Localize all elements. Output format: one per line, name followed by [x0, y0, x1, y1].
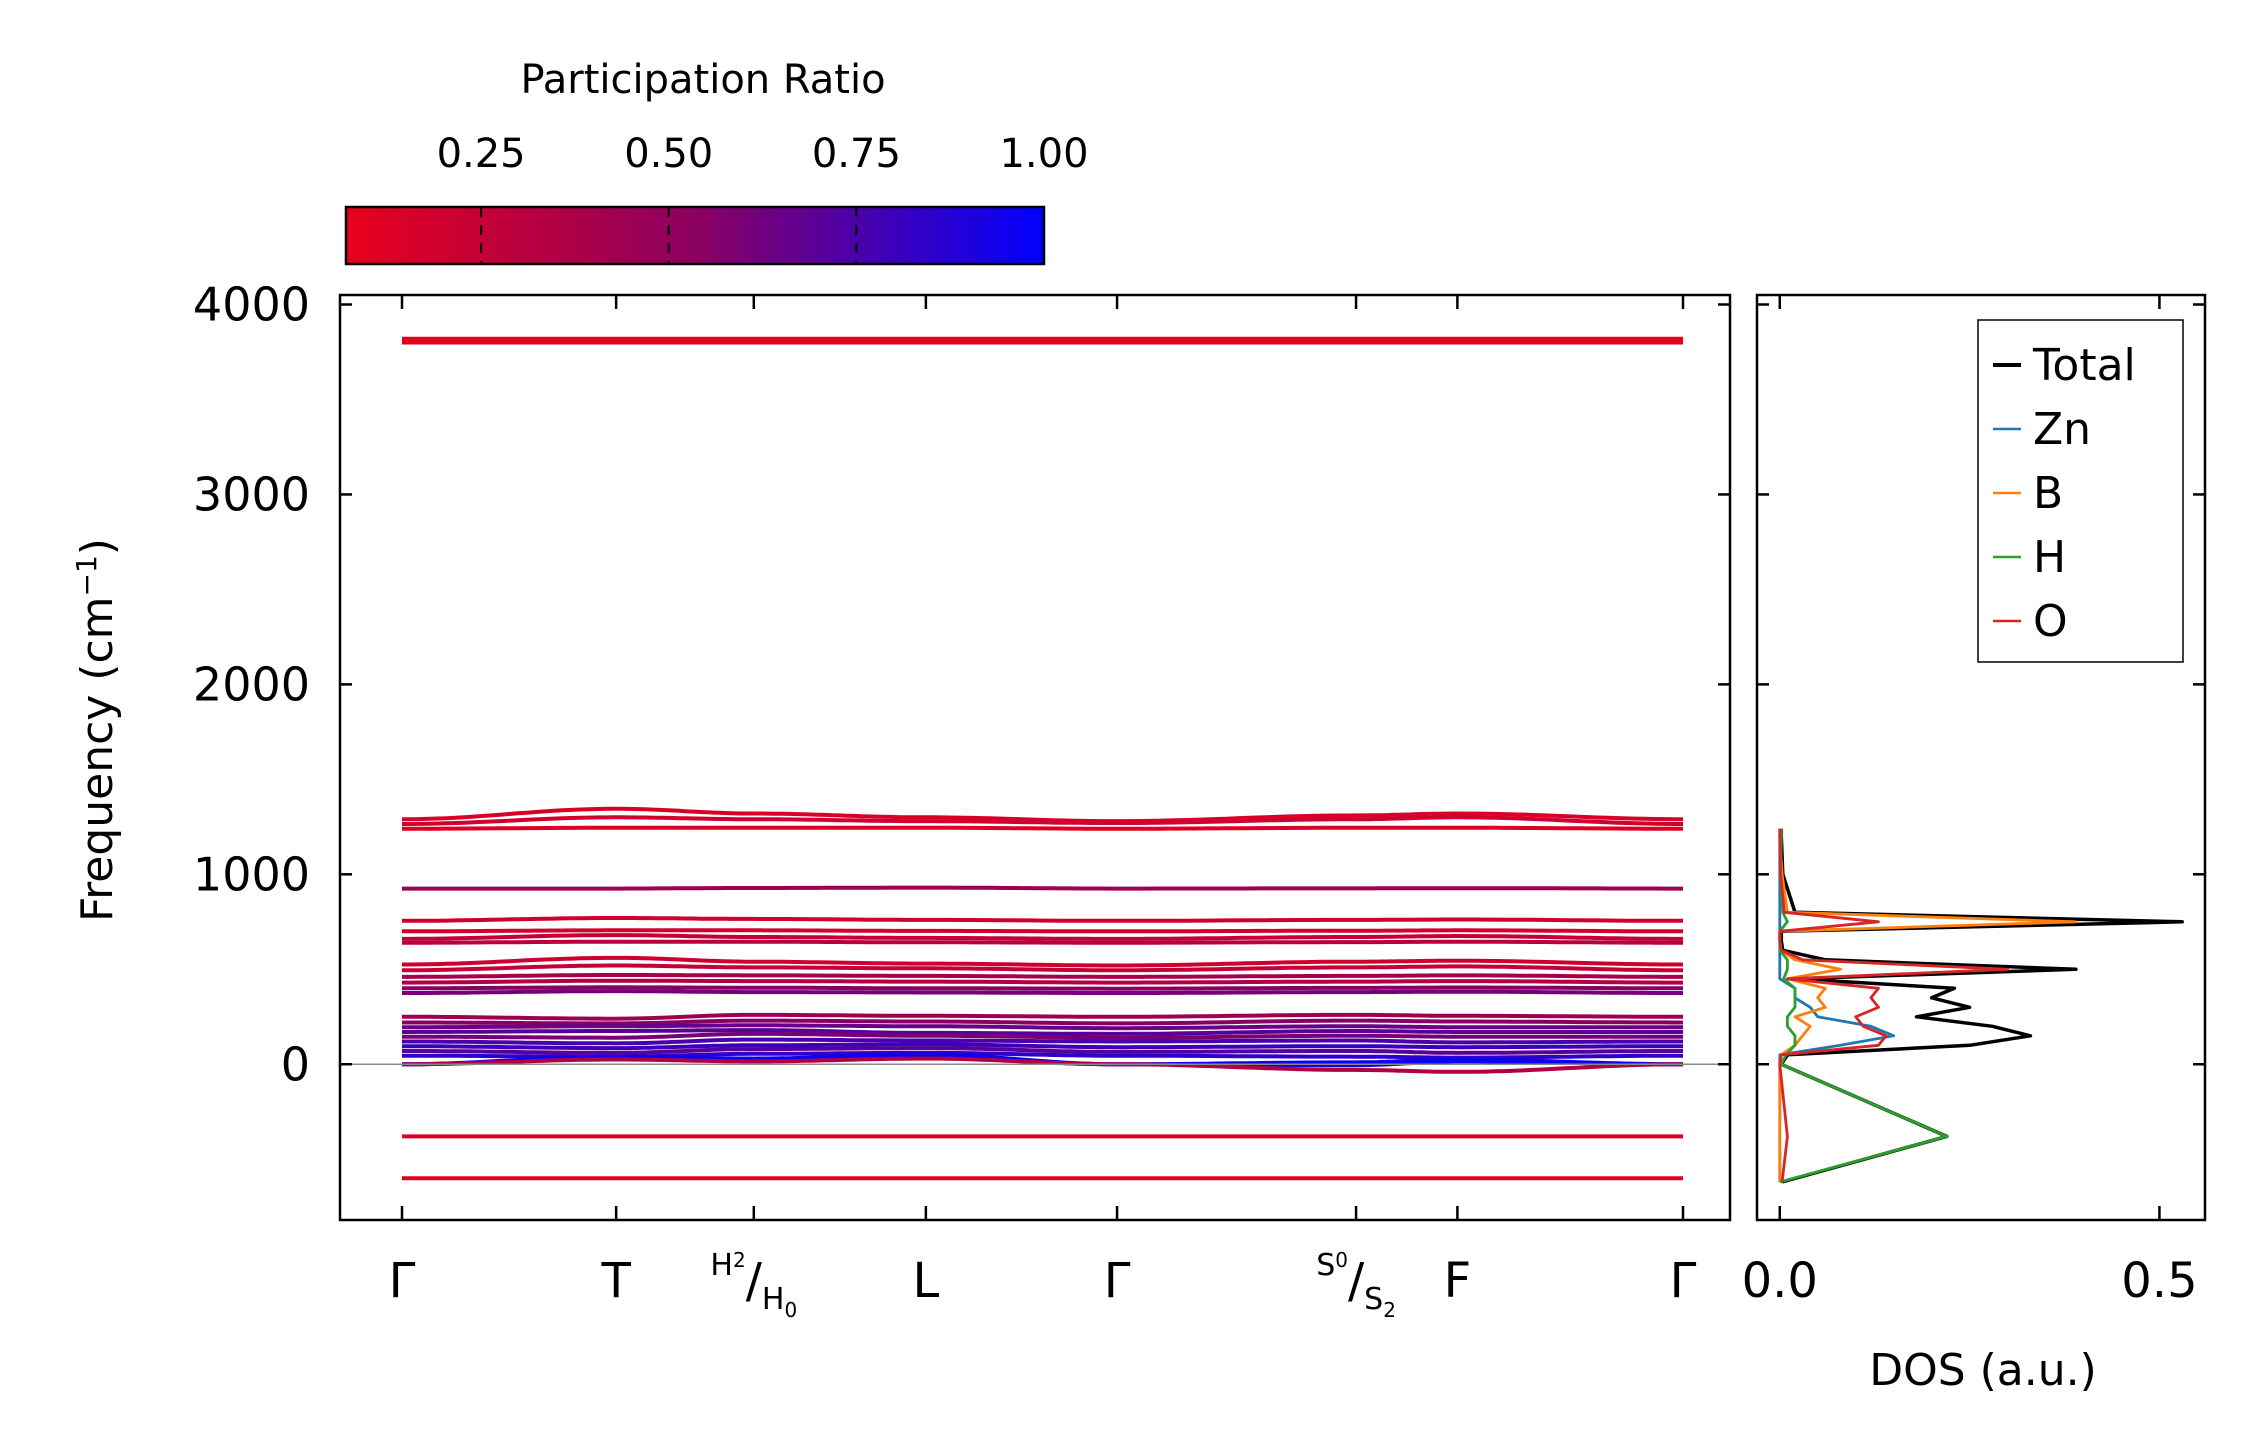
y-label-sup: −1 — [70, 555, 103, 596]
band-line — [402, 978, 1683, 985]
y-label-main: Frequency (cm — [72, 596, 123, 922]
k-label-bottom-sub: 2 — [1383, 1298, 1396, 1322]
dos-curve-b — [1778, 828, 2078, 1182]
band-line — [402, 885, 1683, 891]
y-label-end: ) — [72, 538, 123, 555]
band-line — [402, 916, 1683, 923]
band-line — [402, 963, 1683, 973]
band-line — [402, 825, 1683, 831]
k-point-label-split: S0/S2 — [1316, 1248, 1396, 1322]
band-line — [402, 1046, 1683, 1055]
colorbar-tick-label: 0.75 — [812, 131, 901, 177]
dos-ticks: 0.0 0.5 — [1742, 295, 2198, 1309]
k-label-slash: / — [746, 1253, 763, 1309]
colorbar-tick-label: 1.00 — [999, 131, 1088, 177]
band-line — [402, 1018, 1683, 1026]
band-y-tick-label: 4000 — [193, 277, 310, 331]
k-label-top-sub: 0 — [1335, 1248, 1348, 1272]
dos-legend: Total Zn BHO — [1977, 319, 2184, 663]
k-label-top: S — [1316, 1248, 1335, 1283]
k-label-top: H — [710, 1248, 733, 1283]
k-point-label: T — [600, 1253, 631, 1309]
dos-panel: 0.0 0.5 DOS (a.u.) Total Zn BHO — [1742, 293, 2207, 1396]
dos-x-tick-label: 0.0 — [1742, 1253, 1818, 1309]
band-line — [402, 1037, 1683, 1046]
band-line — [402, 973, 1683, 979]
dos-curve-o — [1778, 828, 2009, 1183]
dos-curve-total — [1779, 828, 2184, 1184]
band-line — [402, 1042, 1683, 1051]
dos-curve-h — [1778, 828, 1949, 1184]
band-line — [401, 1056, 1683, 1074]
phonon-band-lines — [401, 336, 1684, 1181]
band-line — [402, 989, 1683, 995]
k-point-label: Γ — [1670, 1253, 1697, 1309]
band-y-ticks: 0 1000 2000 3000 4000 — [193, 277, 2205, 1091]
band-line — [402, 928, 1683, 934]
k-label-bottom-sub: 0 — [784, 1298, 797, 1322]
band-y-tick-label: 1000 — [193, 847, 310, 901]
band-line — [402, 1028, 1683, 1036]
k-point-label-split: H2/H0 — [710, 1248, 797, 1322]
colorbar-ticks: 0.25 0.50 0.75 1.00 — [437, 131, 1089, 264]
dos-axes-frame — [1755, 293, 2207, 1222]
legend-label-h: H — [2033, 532, 2066, 583]
band-line — [402, 806, 1683, 824]
k-point-label: Γ — [1104, 1253, 1131, 1309]
colorbar-title: Participation Ratio — [520, 57, 885, 103]
dos-x-axis-label: DOS (a.u.) — [1869, 1345, 2097, 1396]
k-point-label: Γ — [389, 1253, 416, 1309]
legend-label-b: B — [2033, 468, 2063, 519]
k-label-top-sub: 2 — [733, 1248, 746, 1272]
colorbar-tick-label: 0.25 — [437, 131, 526, 177]
legend-label-total: Total — [2032, 340, 2136, 391]
band-y-tick-label: 0 — [281, 1037, 310, 1091]
band-y-axis-label: Frequency (cm−1) — [70, 538, 123, 922]
band-line — [402, 933, 1683, 941]
band-line — [402, 955, 1683, 968]
k-label-slash: / — [1348, 1253, 1365, 1309]
k-point-label: L — [912, 1253, 939, 1309]
colorbar-gradient — [344, 205, 1046, 266]
k-label-bottom: S — [1364, 1282, 1383, 1317]
band-line — [402, 1012, 1683, 1021]
band-y-tick-label: 3000 — [193, 467, 310, 521]
band-line — [402, 1031, 1683, 1040]
band-line — [402, 939, 1683, 945]
band-axes-frame — [338, 293, 1732, 1222]
legend-label-zn: Zn — [2033, 404, 2091, 455]
k-point-label: F — [1444, 1253, 1472, 1309]
k-label-bottom: H — [762, 1282, 785, 1317]
band-line — [402, 985, 1683, 991]
band-line — [402, 1023, 1683, 1031]
band-line — [402, 815, 1683, 826]
dos-curves — [1778, 828, 2184, 1184]
dos-x-tick-label: 0.5 — [2121, 1253, 2197, 1309]
band-k-point-ticks: Γ T H2/H0L Γ S0/S2F Γ — [389, 295, 1697, 1322]
colorbar-tick-label: 0.50 — [624, 131, 713, 177]
band-y-tick-label: 2000 — [193, 657, 310, 711]
colorbar: Participation Ratio 0.25 0.50 0.75 1.00 — [344, 57, 1089, 266]
legend-frame — [1977, 319, 2184, 663]
legend-label-o: O — [2033, 596, 2068, 647]
